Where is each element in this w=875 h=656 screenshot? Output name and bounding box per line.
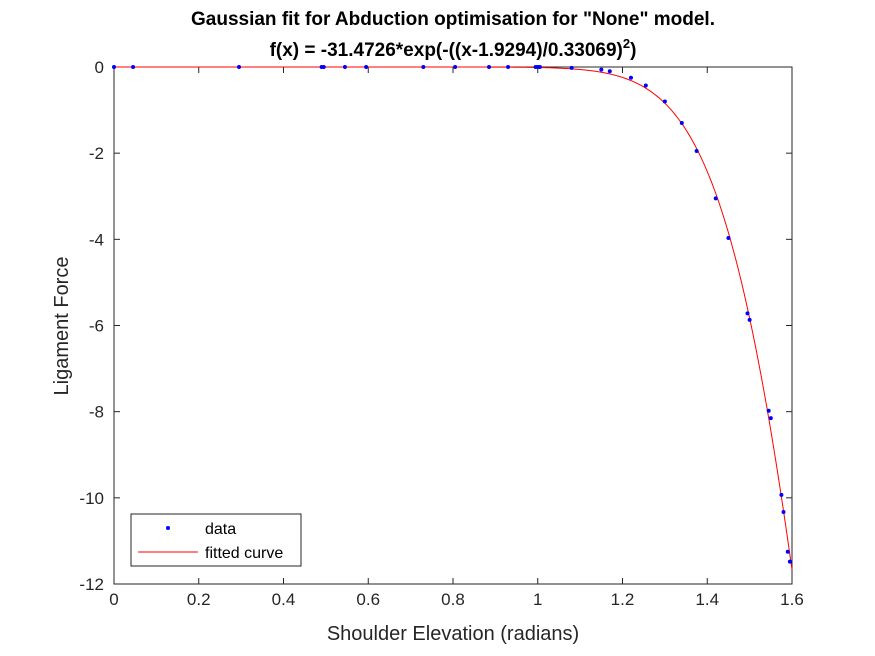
data-point [628, 75, 633, 80]
y-axis-label: Ligament Force [51, 257, 73, 396]
chart-title: Gaussian fit for Abduction optimisation … [191, 9, 715, 30]
data-point [766, 408, 771, 413]
y-tick-label: -8 [89, 403, 104, 422]
data-point [237, 65, 242, 69]
data-point [679, 121, 684, 126]
data-point [779, 492, 784, 497]
legend-fit-label: fitted curve [205, 545, 283, 562]
formula-main: f(x) = -31.4726*exp(-((x-1.9294)/0.33069… [270, 40, 623, 61]
data-point [787, 559, 792, 564]
data-point [745, 311, 750, 316]
data-point [768, 416, 773, 421]
data-point [785, 549, 790, 554]
data-point [506, 65, 511, 69]
data-point [747, 317, 752, 322]
data-point [112, 65, 116, 69]
x-tick-label: 0.4 [272, 590, 296, 609]
x-tick-label: 0.8 [441, 590, 465, 609]
chart-subtitle-formula: f(x) = -31.4726*exp(-((x-1.9294)/0.33069… [270, 36, 637, 61]
legend-data-label: data [205, 521, 236, 538]
formula-exponent: 2 [623, 36, 630, 51]
data-point [607, 69, 612, 74]
data-point [131, 65, 136, 69]
y-tick-label: 0 [95, 58, 104, 77]
data-point [364, 65, 369, 69]
fitted-curve-line [114, 66, 793, 570]
x-tick-label: 1.4 [695, 590, 719, 609]
legend: data fitted curve [130, 513, 302, 567]
y-tick-label: -6 [89, 317, 104, 336]
x-tick-label: 1 [533, 590, 542, 609]
data-point [694, 149, 699, 154]
data-point [321, 65, 326, 69]
data-point [421, 65, 426, 69]
x-tick-label: 1.2 [611, 590, 635, 609]
y-tick-label: -10 [79, 489, 104, 508]
formula-close: ) [630, 40, 636, 61]
data-point [487, 65, 492, 69]
data-point [662, 99, 667, 104]
data-point [453, 65, 458, 69]
x-axis-label: Shoulder Elevation (radians) [327, 623, 579, 645]
x-tick-label: 0.6 [356, 590, 380, 609]
data-point [643, 83, 648, 88]
data-point [781, 510, 786, 515]
y-tick-label: -12 [79, 575, 104, 594]
y-tick-label: -2 [89, 144, 104, 163]
x-tick-label: 0.2 [187, 590, 211, 609]
y-tick-label: -4 [89, 230, 104, 249]
legend-data-marker [166, 526, 170, 530]
data-point [713, 196, 718, 201]
data-point [726, 236, 731, 241]
data-point [569, 65, 574, 70]
data-points [112, 65, 792, 564]
data-point [537, 65, 542, 69]
data-point [599, 67, 604, 72]
plot-area: 0 0.2 0.4 0.6 0.8 1 1.2 1.4 1.6 0 -2 -4 -6 -8 -10 -12 [79, 58, 803, 609]
axes-box [113, 66, 793, 585]
x-axis-ticks: 0 0.2 0.4 0.6 0.8 1 1.2 1.4 1.6 [109, 67, 804, 609]
legend-box [130, 513, 302, 567]
x-tick-label: 0 [109, 590, 118, 609]
x-tick-label: 1.6 [780, 590, 804, 609]
data-point [342, 65, 347, 69]
y-axis-ticks: 0 -2 -4 -6 -8 -10 -12 [79, 58, 792, 594]
